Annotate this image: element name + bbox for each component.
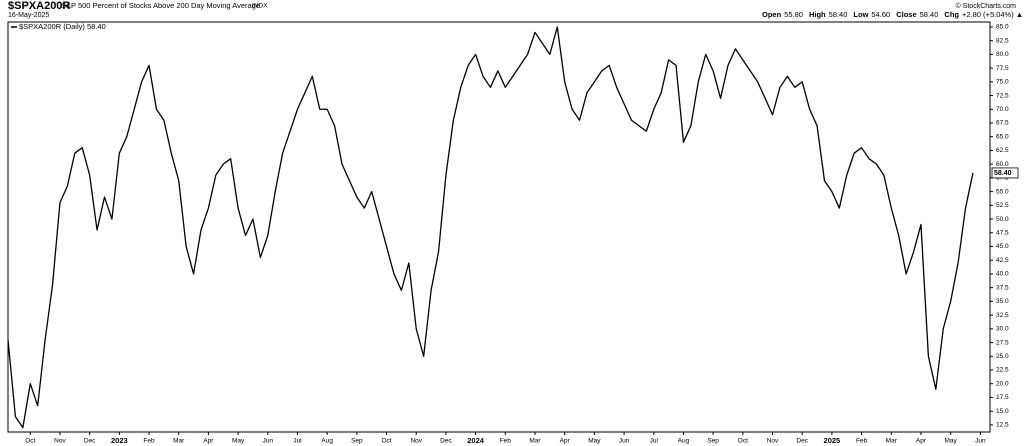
y-tick-label: 30.0 bbox=[996, 326, 1009, 333]
quote-value: +2.80 (+5.04%) ▲ bbox=[962, 10, 1023, 19]
x-tick-label: May bbox=[945, 438, 958, 445]
y-tick-label: 82.5 bbox=[996, 37, 1009, 44]
quote: Open 55.80 High 58.40 Low 54.60 Close 58.40 Chg +… bbox=[762, 10, 1023, 19]
y-tick-label: 45.0 bbox=[996, 243, 1009, 250]
x-tick-label: May bbox=[588, 438, 601, 445]
y-tick-label: 85.0 bbox=[996, 24, 1009, 31]
x-tick-label: Aug bbox=[678, 438, 690, 445]
legend-label: $SPXA200R (Daily) 58.40 bbox=[19, 22, 106, 31]
y-tick-label: 20.0 bbox=[996, 380, 1009, 387]
x-tick-label: Sep bbox=[351, 438, 363, 445]
y-tick-label: 42.5 bbox=[996, 257, 1009, 264]
quote-value: 54.60 bbox=[871, 10, 890, 19]
x-tick-label: 2025 bbox=[824, 436, 841, 445]
x-tick-label: 2024 bbox=[467, 436, 485, 445]
x-tick-label: Nov bbox=[767, 438, 779, 445]
x-tick-label: Dec bbox=[796, 438, 808, 445]
y-tick-label: 62.5 bbox=[996, 147, 1009, 154]
x-tick-label: Apr bbox=[560, 438, 571, 445]
x-tick-label: Feb bbox=[143, 438, 155, 445]
y-tick-label: 65.0 bbox=[996, 133, 1009, 140]
y-tick-label: 25.0 bbox=[996, 353, 1009, 360]
quote-label: Open bbox=[762, 10, 782, 19]
y-tick-label: 77.5 bbox=[996, 65, 1009, 72]
x-tick-label: Jul bbox=[293, 438, 302, 445]
y-tick-label: 75.0 bbox=[996, 79, 1009, 86]
credit: © StockCharts.com bbox=[956, 2, 1017, 10]
y-tick-label: 40.0 bbox=[996, 271, 1009, 278]
quote-label: Low bbox=[853, 10, 868, 19]
y-tick-label: 35.0 bbox=[996, 298, 1009, 305]
x-tick-label: Sep bbox=[707, 438, 719, 445]
chart-title: S&P 500 Percent of Stocks Above 200 Day … bbox=[61, 1, 260, 10]
x-tick-label: Feb bbox=[500, 438, 512, 445]
quote-value: 55.80 bbox=[784, 10, 803, 19]
quote-value: 58.40 bbox=[920, 10, 939, 19]
plot-frame bbox=[7, 21, 991, 433]
y-tick-label: 22.5 bbox=[996, 367, 1009, 374]
x-tick-label: Nov bbox=[410, 438, 422, 445]
y-tick-label: 17.5 bbox=[996, 394, 1009, 401]
quote-label: Close bbox=[896, 10, 916, 19]
x-tick-label: Oct bbox=[381, 438, 391, 445]
x-tick-label: 2023 bbox=[111, 436, 128, 445]
y-tick-label: 67.5 bbox=[996, 120, 1009, 127]
y-tick-label: 32.5 bbox=[996, 312, 1009, 319]
series-line bbox=[7, 26, 974, 429]
x-tick-label: Jun bbox=[263, 438, 274, 445]
x-tick-label: Feb bbox=[856, 438, 868, 445]
x-tick-label: Apr bbox=[203, 438, 214, 445]
x-tick-label: Dec bbox=[440, 438, 452, 445]
x-tick-label: Apr bbox=[916, 438, 927, 445]
x-tick-label: Mar bbox=[173, 438, 185, 445]
x-tick-label: Jul bbox=[650, 438, 659, 445]
y-tick-label: 27.5 bbox=[996, 339, 1009, 346]
y-tick-label: 12.5 bbox=[996, 422, 1009, 429]
x-tick-label: Oct bbox=[738, 438, 748, 445]
x-tick-label: Jun bbox=[975, 438, 986, 445]
x-tick-label: Aug bbox=[321, 438, 333, 445]
y-tick-label: 47.5 bbox=[996, 229, 1009, 236]
x-tick-label: Dec bbox=[84, 438, 96, 445]
x-tick-label: Mar bbox=[529, 438, 541, 445]
chart-date: 16-May-2025 bbox=[8, 12, 49, 19]
symbol: $SPXA200R bbox=[8, 0, 70, 12]
y-tick-label: 72.5 bbox=[996, 92, 1009, 99]
x-tick-label: Jun bbox=[619, 438, 630, 445]
x-tick-label: Oct bbox=[25, 438, 35, 445]
x-tick-label: Nov bbox=[54, 438, 66, 445]
y-tick-label: 37.5 bbox=[996, 284, 1009, 291]
exchange: INDX bbox=[252, 3, 268, 10]
last-value-box bbox=[991, 167, 1019, 179]
y-tick-label: 52.5 bbox=[996, 202, 1009, 209]
quote-label: Chg bbox=[944, 10, 959, 19]
quote-value: 58.40 bbox=[829, 10, 848, 19]
last-value-label: 58.40 bbox=[994, 170, 1012, 177]
y-tick-label: 80.0 bbox=[996, 51, 1009, 58]
y-tick-label: 60.0 bbox=[996, 161, 1009, 168]
quote-label: High bbox=[809, 10, 826, 19]
y-tick-label: 15.0 bbox=[996, 408, 1009, 415]
y-tick-label: 70.0 bbox=[996, 106, 1009, 113]
y-tick-label: 55.0 bbox=[996, 188, 1009, 195]
x-tick-label: Mar bbox=[886, 438, 898, 445]
y-tick-label: 50.0 bbox=[996, 216, 1009, 223]
x-tick-label: May bbox=[232, 438, 245, 445]
